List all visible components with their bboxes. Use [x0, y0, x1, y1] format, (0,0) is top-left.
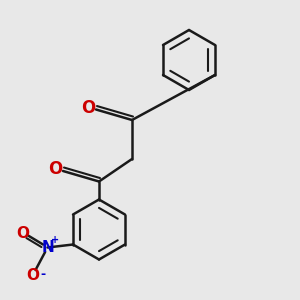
Text: -: -: [40, 268, 46, 281]
Text: O: O: [81, 99, 96, 117]
Text: N: N: [41, 240, 54, 255]
Text: O: O: [16, 226, 29, 242]
Text: O: O: [48, 160, 63, 178]
Text: O: O: [26, 268, 39, 284]
Text: +: +: [51, 235, 59, 245]
